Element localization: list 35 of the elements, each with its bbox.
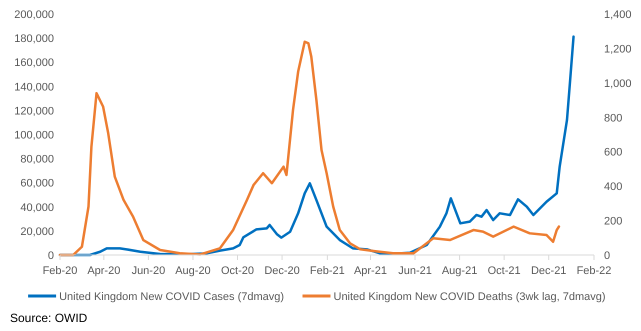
y-tick-label: 60,000 — [20, 178, 54, 190]
y2-tick-label: 200 — [604, 216, 622, 228]
x-tick-label: Jun-20 — [132, 265, 166, 277]
y-tick-label: 40,000 — [20, 202, 54, 214]
y-tick-label: 0 — [48, 250, 54, 262]
y2-tick-label: 400 — [604, 181, 622, 194]
legend-label: United Kingdom New COVID Deaths (3wk lag, 7dmavg) — [334, 291, 606, 303]
x-tick-label: Jun-21 — [398, 265, 432, 277]
x-tick-label: Aug-21 — [442, 265, 478, 277]
x-tick-label: Oct-20 — [221, 265, 254, 277]
x-tick-label: Apr-20 — [87, 265, 120, 277]
y2-tick-label: 1,400 — [604, 9, 632, 21]
y2-tick-label: 800 — [604, 112, 622, 124]
legend-label: United Kingdom New COVID Cases (7dmavg) — [59, 291, 284, 303]
x-tick-label: Oct-21 — [488, 265, 521, 277]
y-tick-label: 100,000 — [14, 130, 54, 142]
y-tick-label: 120,000 — [14, 105, 54, 118]
x-tick-label: Feb-22 — [576, 265, 612, 277]
y-tick-label: 200,000 — [14, 9, 54, 21]
x-tick-label: Apr-21 — [354, 265, 387, 277]
y2-tick-label: 600 — [604, 146, 622, 159]
y-tick-label: 20,000 — [20, 226, 54, 238]
x-tick-label: Dec-21 — [530, 265, 566, 277]
y2-tick-label: 0 — [604, 250, 610, 262]
y-tick-label: 140,000 — [14, 81, 54, 94]
x-tick-label: Aug-20 — [175, 265, 211, 277]
y2-tick-label: 1,000 — [604, 78, 632, 90]
y-tick-label: 80,000 — [20, 154, 54, 166]
y-tick-label: 160,000 — [14, 57, 54, 70]
x-tick-label: Dec-20 — [264, 265, 300, 277]
y-tick-label: 180,000 — [14, 33, 54, 46]
x-tick-label: Feb-21 — [310, 265, 345, 277]
y2-tick-label: 1,200 — [604, 43, 632, 56]
x-tick-label: Feb-20 — [42, 265, 78, 277]
source-note: Source: OWID — [10, 311, 88, 325]
